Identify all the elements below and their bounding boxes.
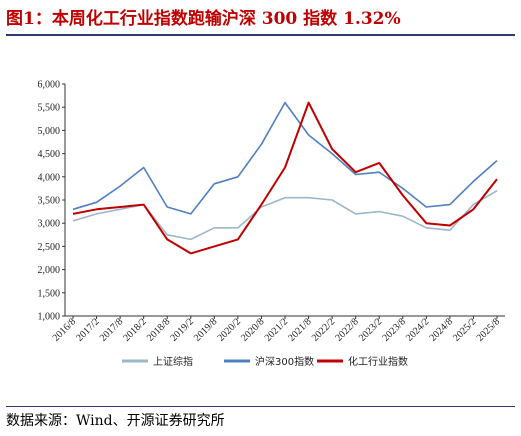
series-line-2: [72, 101, 498, 215]
x-tick-label: 2017/8: [98, 316, 125, 343]
x-tick-label: 2023/8: [380, 316, 407, 343]
x-tick-label: 2024/8: [428, 316, 455, 343]
x-tick-label: 2018/8: [145, 316, 172, 343]
x-tick-label: 2020/2: [216, 316, 243, 343]
series-line-1: [72, 190, 498, 241]
legend-label-2: 沪深300指数: [255, 355, 314, 368]
y-tick-label: 3,500: [38, 196, 61, 207]
y-tick-label: 4,000: [38, 172, 61, 183]
legend: 上证综指 沪深300指数 化工行业指数: [122, 355, 408, 368]
y-tick-label: 6,000: [38, 80, 61, 91]
x-tick-label: 2019/2: [168, 316, 195, 343]
series-line-3: [72, 101, 498, 255]
series-lines: [72, 101, 498, 255]
x-tick-label: 2022/2: [310, 316, 337, 343]
y-tick-label: 4,500: [38, 149, 61, 160]
x-tick-label: 2022/8: [333, 316, 360, 343]
x-tick-label: 2021/2: [263, 316, 290, 343]
x-tick-label: 2025/2: [451, 316, 478, 343]
title-rule: [6, 34, 515, 36]
y-tick-label: 5,500: [38, 103, 61, 114]
x-tick-label: 2021/8: [286, 316, 313, 343]
y-tick-label: 2,000: [38, 265, 61, 276]
x-tick-label: 2025/8: [475, 316, 502, 343]
y-tick-label: 1,500: [38, 288, 61, 299]
figure-title: 图1：本周化工行业指数跑输沪深 300 指数 1.32%: [6, 9, 401, 29]
y-tick-label: 5,000: [38, 126, 61, 137]
y-tick-label: 1,000: [38, 312, 61, 323]
y-tick-label: 2,500: [38, 242, 61, 253]
x-tick-label: 2017/2: [74, 316, 101, 343]
legend-label-3: 化工行业指数: [348, 355, 408, 368]
legend-label-1: 上证综指: [153, 355, 193, 368]
source-note: 数据来源：Wind、开源证券研究所: [6, 413, 225, 429]
y-tick-label: 3,000: [38, 219, 61, 230]
x-tick-label: 2019/8: [192, 316, 219, 343]
x-tick-label: 2024/2: [404, 316, 431, 343]
x-tick-label: 2023/2: [357, 316, 384, 343]
bottom-rule: [6, 406, 515, 407]
x-tick-label: 2020/8: [239, 316, 266, 343]
x-tick-label: 2018/2: [121, 316, 148, 343]
